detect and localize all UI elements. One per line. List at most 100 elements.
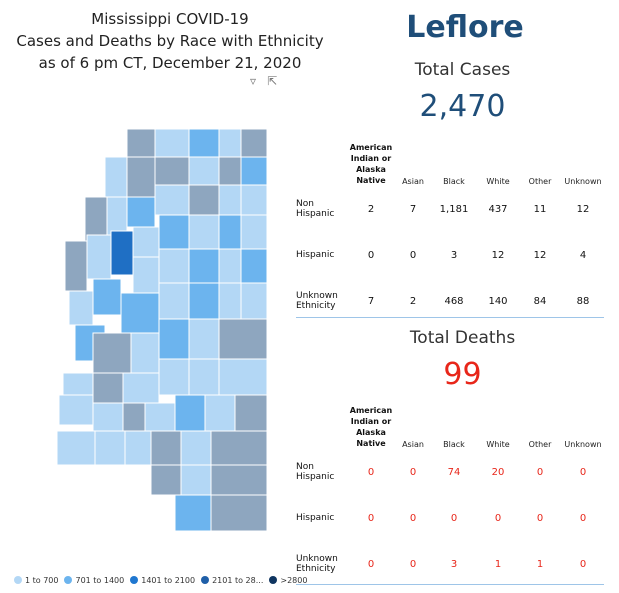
county-shape[interactable]	[120, 292, 160, 334]
county-shape[interactable]	[174, 494, 212, 532]
county-shape[interactable]	[86, 234, 112, 280]
county-shape[interactable]	[210, 494, 268, 532]
county-shape[interactable]	[158, 214, 190, 250]
county-shape[interactable]	[158, 358, 190, 396]
county-shape[interactable]	[180, 430, 212, 466]
county-shape[interactable]	[188, 358, 220, 396]
county-shape[interactable]	[240, 282, 268, 320]
legend-dot-icon	[269, 576, 278, 584]
focus-mode-icon[interactable]: ⇱	[267, 74, 278, 88]
county-shape[interactable]	[204, 394, 236, 432]
section-divider	[296, 584, 604, 585]
county-shape[interactable]	[92, 402, 124, 432]
cell-value: 12	[491, 249, 505, 261]
row-label: Non Hispanic	[296, 462, 335, 482]
county-shape[interactable]	[188, 184, 220, 216]
county-shape[interactable]	[188, 282, 220, 320]
county-shape[interactable]	[92, 278, 122, 316]
county-shape[interactable]	[124, 430, 152, 466]
county-shape[interactable]	[154, 156, 190, 186]
cell-value: 0	[367, 512, 375, 524]
county-shape[interactable]	[158, 248, 190, 284]
county-shape[interactable]	[132, 256, 160, 294]
county-shape[interactable]	[174, 394, 206, 432]
county-shape[interactable]	[240, 184, 268, 216]
county-shape[interactable]	[240, 156, 268, 186]
county-shape[interactable]	[150, 464, 182, 496]
cell-value: 3	[450, 558, 458, 570]
cell-value: 0	[579, 466, 587, 478]
row-label: Non Hispanic	[296, 199, 335, 219]
county-shape[interactable]	[188, 318, 220, 360]
county-shape[interactable]	[92, 372, 124, 404]
county-shape[interactable]	[188, 214, 220, 250]
legend-item[interactable]: 701 to 1400	[64, 576, 124, 585]
header-american-indian: American Indian or Alaska Native	[349, 406, 393, 448]
legend-item[interactable]: 2101 to 28...	[201, 576, 263, 585]
county-shape[interactable]	[210, 430, 268, 466]
county-shape[interactable]	[56, 430, 96, 466]
header-asian: Asian	[402, 177, 424, 186]
county-shape[interactable]	[188, 248, 220, 284]
county-shape[interactable]	[132, 226, 160, 258]
county-shape[interactable]	[154, 184, 190, 216]
county-shape[interactable]	[94, 430, 126, 466]
mississippi-county-map[interactable]	[55, 127, 270, 537]
county-shape[interactable]	[150, 430, 182, 466]
county-shape[interactable]	[234, 394, 268, 432]
cell-value: 74	[447, 466, 461, 478]
county-shape[interactable]	[144, 402, 176, 432]
cell-value: 0	[409, 249, 417, 261]
legend-label: 1401 to 2100	[141, 575, 196, 585]
county-shape[interactable]	[218, 184, 242, 216]
county-shape[interactable]	[126, 156, 156, 198]
table-row: Non Hispanic 2 7 1,181 437 11 12	[296, 186, 606, 232]
county-shape[interactable]	[218, 214, 242, 250]
county-shape[interactable]	[68, 290, 94, 326]
county-shape[interactable]	[210, 464, 268, 496]
county-shape[interactable]	[84, 196, 108, 242]
county-shape[interactable]	[188, 128, 220, 158]
county-shape[interactable]	[106, 196, 128, 236]
county-shape[interactable]	[218, 358, 268, 396]
county-shape[interactable]	[104, 156, 128, 198]
county-shape[interactable]	[92, 332, 132, 374]
county-shape[interactable]	[240, 248, 268, 284]
cell-value: 0	[494, 512, 502, 524]
county-shape[interactable]	[122, 372, 160, 404]
filter-icon[interactable]: ▿	[250, 74, 257, 88]
county-shape[interactable]	[126, 128, 156, 158]
cell-value: 11	[533, 203, 547, 215]
county-leflore-selected[interactable]	[110, 230, 134, 276]
county-shape[interactable]	[218, 248, 242, 284]
county-shape[interactable]	[188, 156, 220, 186]
county-shape[interactable]	[218, 318, 268, 360]
county-shape[interactable]	[218, 128, 242, 158]
county-shape[interactable]	[158, 318, 190, 360]
county-shape[interactable]	[218, 156, 242, 186]
header-unknown: Unknown	[564, 440, 602, 449]
county-shape[interactable]	[154, 128, 190, 158]
county-shape[interactable]	[62, 372, 94, 396]
county-shape[interactable]	[130, 332, 160, 374]
county-shape[interactable]	[122, 402, 146, 432]
county-shape[interactable]	[64, 240, 88, 292]
cell-value: 0	[409, 466, 417, 478]
legend-item[interactable]: >2800	[269, 576, 307, 585]
county-shape[interactable]	[218, 282, 242, 320]
county-map-svg[interactable]	[55, 127, 270, 537]
cell-value: 0	[450, 512, 458, 524]
county-shape[interactable]	[158, 282, 190, 320]
cell-value: 12	[576, 203, 590, 215]
county-shape[interactable]	[126, 196, 156, 228]
county-shape[interactable]	[58, 394, 94, 426]
county-shape[interactable]	[240, 214, 268, 250]
county-shape[interactable]	[240, 128, 268, 158]
legend-item[interactable]: 1 to 700	[14, 576, 58, 585]
cell-value: 0	[409, 558, 417, 570]
title-line-2: Cases and Deaths by Race with Ethnicity	[16, 32, 324, 50]
cell-value: 1	[536, 558, 544, 570]
header-black: Black	[443, 440, 465, 449]
legend-item[interactable]: 1401 to 2100	[130, 576, 195, 585]
county-shape[interactable]	[180, 464, 212, 496]
